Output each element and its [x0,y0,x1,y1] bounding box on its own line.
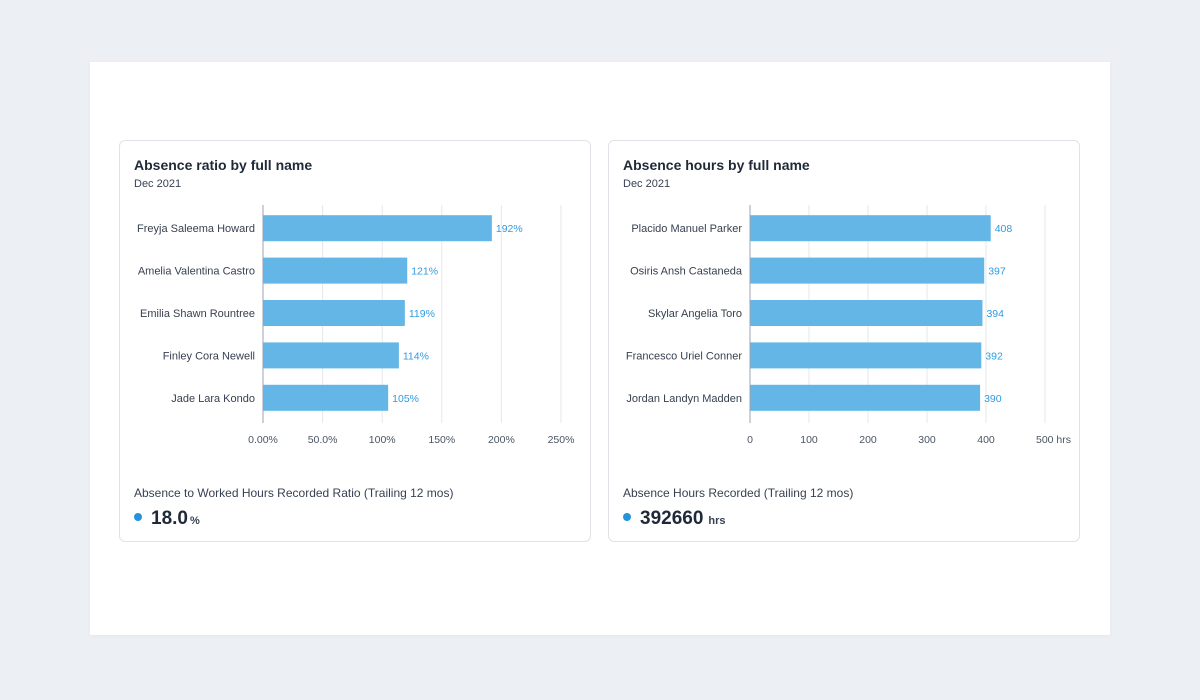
metric-value: 392660 hrs [623,508,726,530]
data-label: 121% [411,266,438,278]
category-label: Emilia Shawn Rountree [140,308,255,320]
x-tick-label: 200 [859,434,877,446]
bar [263,384,389,411]
category-label: Finley Cora Newell [163,350,255,362]
data-label: 119% [409,308,435,320]
absence-hours-card: Absence hours by full name Dec 2021 Plac… [608,140,1080,542]
status-dot [134,513,142,521]
absence-ratio-card: Absence ratio by full name Dec 2021 Frey… [119,140,591,542]
status-dot [623,513,631,521]
data-label: 114% [403,350,429,362]
bar [263,257,408,284]
bar [750,215,991,242]
category-label: Placido Manuel Parker [631,223,742,235]
card-title: Absence hours by full name [623,157,810,173]
category-label: Francesco Uriel Conner [626,350,742,362]
x-tick-label: 100% [369,434,396,446]
data-label: 105% [392,393,419,405]
card-subtitle: Dec 2021 [134,178,182,190]
data-label: 392 [985,350,1003,362]
category-label: Jordan Landyn Madden [626,393,742,405]
metric-unit: % [189,515,200,527]
x-tick-label: 250% [548,434,575,446]
category-label: Jade Lara Kondo [171,393,255,405]
x-tick-label: 150% [428,434,455,446]
data-label: 390 [984,393,1002,405]
x-tick-label: 500 hrs [1036,434,1071,446]
bar [750,342,982,369]
data-label: 408 [995,223,1013,235]
bar [263,342,399,369]
category-label: Freyja Saleema Howard [137,223,255,235]
x-tick-label: 200% [488,434,515,446]
x-tick-label: 100 [800,434,818,446]
category-label: Osiris Ansh Castaneda [630,266,743,278]
x-tick-label: 0 [747,434,753,446]
bar [750,300,983,326]
x-tick-label: 50.0% [308,434,338,446]
metric-label: Absence Hours Recorded (Trailing 12 mos) [623,486,854,500]
metric-number: 18.0 [151,508,188,529]
card-title: Absence ratio by full name [134,157,313,173]
dashboard-canvas: Absence ratio by full name Dec 2021 Frey… [90,62,1110,635]
bar [263,215,492,242]
card-subtitle: Dec 2021 [623,178,671,190]
bar [263,300,405,326]
metric-number: 392660 [640,508,704,529]
metric-label: Absence to Worked Hours Recorded Ratio (… [134,486,454,500]
absence-ratio-chart: Freyja Saleema Howard 192% Amelia Valentin… [137,205,575,446]
category-label: Amelia Valentina Castro [138,266,255,278]
x-tick-label: 0.00% [248,434,278,446]
metric-unit: hrs [708,515,726,527]
absence-hours-chart: Placido Manuel Parker 408 Osiris Ansh Cast… [626,205,1071,446]
bar [750,257,985,284]
data-label: 397 [988,266,1006,278]
x-tick-label: 300 [918,434,936,446]
data-label: 394 [986,308,1004,320]
category-label: Skylar Angelia Toro [648,308,742,320]
x-tick-label: 400 [977,434,995,446]
bar [750,384,981,411]
data-label: 192% [496,223,523,235]
metric-value: 18.0 % [134,508,200,530]
